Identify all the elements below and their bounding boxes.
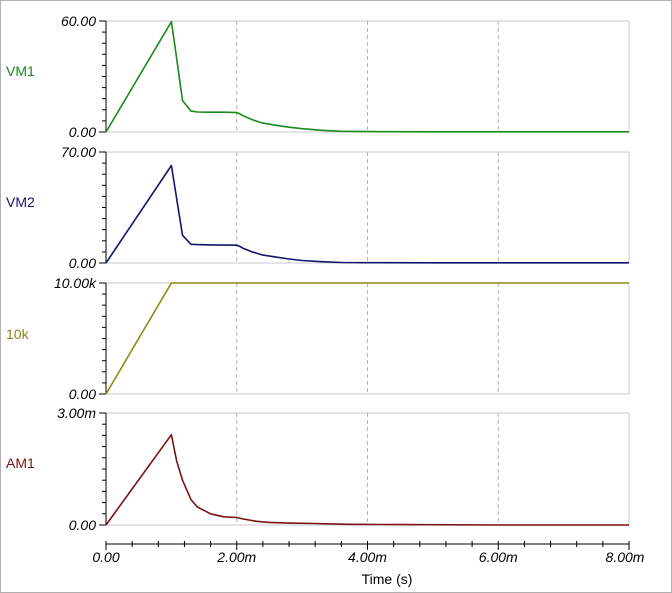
y-tick-label: 0.00: [69, 124, 96, 140]
series-line-vm1: [105, 20, 629, 133]
y-tick-label: 0.00: [69, 386, 96, 402]
y-tick-label: 70.00: [61, 144, 96, 160]
series-line-vm2: [105, 164, 629, 264]
x-axis-title: Time (s): [362, 571, 413, 587]
trace-label-vm1: VM1: [6, 63, 35, 79]
x-tick-label: 4.00m: [348, 549, 387, 565]
x-tick-label: 0.00: [92, 549, 119, 565]
y-tick-label: 60.00: [61, 13, 96, 29]
panel-vm2: 70.00 0.00 VM2: [6, 144, 630, 271]
panel-vm1: 60.00 0.00 VM1: [6, 13, 630, 140]
trace-label-am1: AM1: [6, 455, 35, 471]
grid-layer: [236, 21, 499, 525]
trace-label-10k: 10k: [6, 326, 30, 342]
panel-layer: 60.00 0.00 VM1 70.00 0.00 VM2 10.00k 0.00 10k 3.0…: [6, 13, 630, 533]
panel-10k: 10.00k 0.00 10k: [6, 275, 630, 402]
x-axis: Time (s) 0.00 2.00m 4.00m 6.00m 8.00m: [92, 541, 645, 587]
trace-label-vm2: VM2: [6, 194, 35, 210]
x-tick-label: 8.00m: [606, 549, 645, 565]
series-line-10k: [105, 282, 629, 395]
x-tick-label: 2.00m: [216, 549, 256, 565]
series-line-am1: [105, 433, 629, 526]
panel-am1: 3.00m 0.00 AM1: [6, 405, 630, 533]
y-tick-label: 0.00: [69, 517, 96, 533]
x-tick-label: 6.00m: [479, 549, 518, 565]
y-tick-label: 10.00k: [54, 275, 97, 291]
y-tick-label: 0.00: [69, 255, 96, 271]
y-tick-label: 3.00m: [57, 405, 96, 421]
